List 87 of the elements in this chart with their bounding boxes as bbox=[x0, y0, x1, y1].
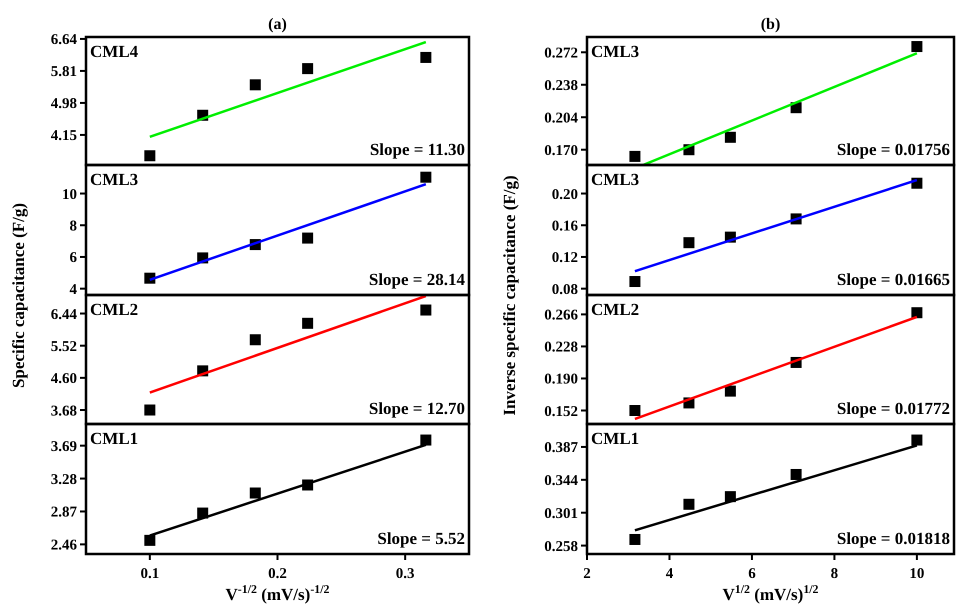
y-tick-label: 2.46 bbox=[50, 538, 78, 554]
annotation: CML3 bbox=[591, 42, 640, 61]
y-tick-label: 10 bbox=[62, 186, 77, 203]
point bbox=[629, 276, 640, 288]
annotation: Slope = 0.01665 bbox=[836, 270, 950, 289]
point bbox=[724, 132, 736, 143]
annotation: Slope = 11.30 bbox=[370, 140, 465, 159]
x-tick-label: 6 bbox=[748, 566, 756, 582]
x-tick-label: 0.2 bbox=[268, 566, 287, 582]
y-tick-label: 0.20 bbox=[552, 186, 578, 203]
y-tick-label: 0.12 bbox=[552, 250, 578, 266]
x-axis-title: V$^{1/2}$ (mV/s)$^{1/2}$ bbox=[722, 582, 819, 604]
annotation: Slope = 0.01818 bbox=[836, 529, 950, 548]
y-tick-label: 0.190 bbox=[544, 372, 578, 388]
point bbox=[144, 534, 156, 546]
y-tick-label: 0.238 bbox=[544, 78, 578, 94]
point bbox=[420, 172, 432, 183]
y-tick-label: 0.16 bbox=[552, 218, 578, 234]
y-tick-label: 0.152 bbox=[544, 404, 578, 420]
y-tick-label: 8 bbox=[70, 218, 77, 234]
point bbox=[250, 79, 261, 90]
annotation: CML1 bbox=[591, 429, 640, 448]
annotation: Slope = 28.14 bbox=[368, 270, 466, 289]
x-tick-label: 0.3 bbox=[396, 566, 415, 582]
annotation: CML4 bbox=[90, 42, 139, 61]
point bbox=[144, 404, 156, 416]
y-tick-label: 4 bbox=[70, 282, 78, 298]
point bbox=[683, 237, 694, 248]
x-tick-label: 0.1 bbox=[140, 566, 160, 582]
point bbox=[790, 468, 802, 480]
annotation: Slope = 0.01756 bbox=[836, 140, 950, 159]
point bbox=[302, 232, 314, 244]
point bbox=[420, 304, 432, 316]
point bbox=[302, 63, 314, 74]
point bbox=[629, 150, 640, 162]
y-tick-label: 0.301 bbox=[544, 506, 578, 522]
y-tick-label: 3.68 bbox=[50, 403, 77, 420]
chart-title: (a) bbox=[268, 16, 287, 33]
chart-title: (b) bbox=[760, 16, 780, 33]
point bbox=[629, 405, 640, 416]
point bbox=[250, 334, 261, 346]
y-tick-label: 5.81 bbox=[50, 64, 77, 80]
annotation: CML2 bbox=[591, 300, 640, 319]
y-tick-label: 0.272 bbox=[544, 46, 578, 62]
y-tick-label: 0.170 bbox=[544, 142, 578, 159]
x-tick-label: 4 bbox=[666, 566, 674, 582]
point bbox=[420, 434, 432, 446]
x-axis-title: V$^{-1/2}$ (mV/s)$^{-1/2}$ bbox=[226, 582, 330, 604]
annotation: CML3 bbox=[90, 170, 138, 189]
x-tick-label: 8 bbox=[830, 566, 838, 582]
y-tick-label: 6 bbox=[70, 250, 78, 266]
annotation: Slope = 0.01772 bbox=[836, 399, 950, 418]
point bbox=[911, 434, 922, 446]
point bbox=[911, 41, 922, 52]
x-tick-label: 2 bbox=[583, 566, 591, 582]
annotation: CML2 bbox=[90, 300, 138, 319]
y-tick-label: 0.344 bbox=[544, 473, 578, 490]
y-tick-label: 0.266 bbox=[544, 308, 578, 324]
y-tick-label: 5.52 bbox=[50, 338, 77, 355]
point bbox=[683, 498, 694, 510]
point bbox=[629, 534, 640, 545]
y-tick-label: 3.28 bbox=[50, 472, 77, 488]
point bbox=[911, 307, 922, 318]
annotation: Slope = 12.70 bbox=[368, 399, 465, 418]
y-tick-label: 4.60 bbox=[50, 371, 77, 388]
y-tick-label: 6.44 bbox=[50, 306, 78, 323]
annotation: Slope = 5.52 bbox=[377, 529, 465, 548]
y-tick-label: 4.15 bbox=[50, 128, 77, 144]
x-tick-label: 10 bbox=[909, 566, 924, 582]
point bbox=[144, 150, 156, 162]
y-tick-label: 0.204 bbox=[544, 110, 578, 126]
y-tick-label: 3.69 bbox=[50, 438, 77, 455]
y-tick-label: 4.98 bbox=[50, 96, 77, 112]
y-tick-label: 0.228 bbox=[544, 340, 578, 356]
annotation: CML3 bbox=[591, 170, 640, 189]
point bbox=[250, 488, 261, 499]
y-axis-title: Inverse specific capacitance (F/g) bbox=[500, 175, 519, 416]
y-tick-label: 6.64 bbox=[50, 32, 78, 48]
annotation: CML1 bbox=[90, 429, 138, 448]
point bbox=[724, 386, 736, 397]
y-tick-label: 0.387 bbox=[544, 440, 578, 456]
point bbox=[420, 52, 432, 63]
y-axis-title: Specific capacitance (F/g) bbox=[9, 202, 28, 388]
y-tick-label: 2.87 bbox=[50, 504, 78, 521]
point bbox=[302, 318, 314, 329]
y-tick-label: 0.258 bbox=[544, 538, 578, 555]
y-tick-label: 0.08 bbox=[552, 282, 578, 298]
